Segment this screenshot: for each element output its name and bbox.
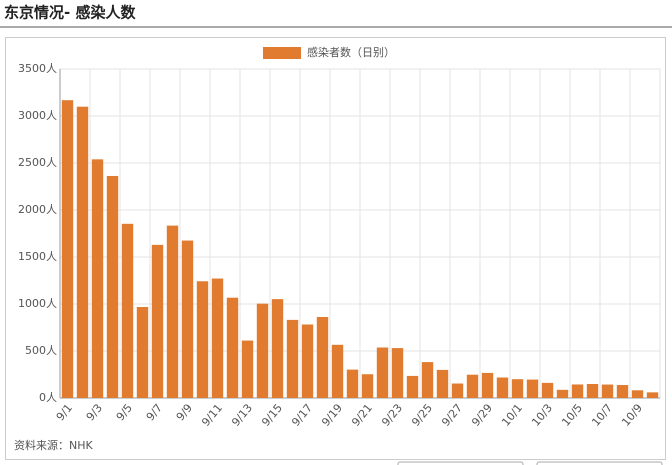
- bar: [241, 340, 254, 398]
- bar: [346, 369, 359, 398]
- x-tick-label: 9/5: [114, 401, 135, 423]
- x-tick-label: 10/3: [529, 402, 555, 429]
- bar: [91, 159, 104, 398]
- bar: [631, 390, 644, 398]
- x-tick-label: 10/5: [559, 402, 585, 429]
- bar: [136, 307, 149, 398]
- x-tick-label: 10/1: [499, 402, 525, 429]
- button[interactable]: [536, 461, 663, 465]
- x-tick-label: 9/25: [409, 402, 435, 429]
- bar: [316, 316, 329, 398]
- y-tick-label: 3500人: [18, 62, 57, 75]
- x-tick-label: 9/19: [319, 402, 345, 429]
- bar: [61, 100, 74, 398]
- y-tick-label: 2500人: [18, 156, 57, 169]
- x-tick-label: 9/17: [289, 402, 315, 429]
- x-tick-label: 9/9: [174, 401, 195, 423]
- bar: [106, 175, 119, 398]
- x-tick-label: 9/29: [469, 402, 495, 429]
- bar: [421, 362, 434, 398]
- source-note: 资料来源：NHK: [14, 438, 93, 452]
- bar: [376, 347, 389, 398]
- bar: [196, 281, 209, 398]
- y-tick-label: 500人: [25, 344, 57, 357]
- bar: [571, 384, 584, 398]
- bar: [301, 324, 314, 398]
- x-tick-label: 10/7: [589, 402, 615, 429]
- bar: [76, 106, 89, 398]
- bar: [226, 297, 239, 398]
- bar: [271, 299, 284, 398]
- bar: [601, 384, 614, 398]
- x-tick-label: 9/13: [229, 402, 255, 429]
- bar: [451, 383, 464, 398]
- bar: [256, 303, 269, 398]
- bar: [436, 369, 449, 398]
- y-tick-label: 2000人: [18, 203, 57, 216]
- bar: [121, 223, 134, 398]
- bar: [511, 379, 524, 398]
- button[interactable]: [397, 461, 524, 465]
- bar: [481, 372, 494, 398]
- bar: [181, 240, 194, 398]
- bar: [211, 278, 224, 398]
- bar: [541, 382, 554, 398]
- page-title: 东京情况- 感染人数: [4, 4, 136, 22]
- y-tick-label: 3000人: [18, 109, 57, 122]
- bar: [646, 392, 659, 398]
- bar: [526, 379, 539, 398]
- x-tick-label: 10/9: [619, 402, 645, 429]
- y-tick-label: 1000人: [18, 297, 57, 310]
- bar: [391, 348, 404, 398]
- legend-swatch: [263, 47, 301, 59]
- y-tick-label: 0人: [39, 391, 57, 404]
- bar: [331, 344, 344, 398]
- bar: [616, 385, 629, 398]
- x-tick-label: 9/27: [439, 402, 465, 429]
- bar: [556, 389, 569, 398]
- x-tick-label: 9/7: [144, 401, 165, 423]
- x-tick-label: 9/3: [84, 401, 105, 423]
- chart-frame: [5, 37, 666, 460]
- bar: [286, 319, 299, 398]
- x-tick-label: 9/11: [199, 402, 225, 429]
- bar: [586, 383, 599, 398]
- x-tick-label: 9/1: [54, 402, 75, 424]
- bar: [406, 375, 419, 398]
- bar: [361, 374, 374, 398]
- bar: [166, 225, 179, 398]
- legend-label: 感染者数（日别）: [307, 45, 395, 59]
- x-tick-label: 9/21: [349, 402, 375, 429]
- bar: [496, 377, 509, 398]
- x-tick-label: 9/23: [379, 402, 405, 429]
- y-tick-label: 1500人: [18, 250, 57, 263]
- x-tick-label: 9/15: [259, 402, 285, 429]
- bar: [466, 374, 479, 398]
- bar: [151, 244, 164, 398]
